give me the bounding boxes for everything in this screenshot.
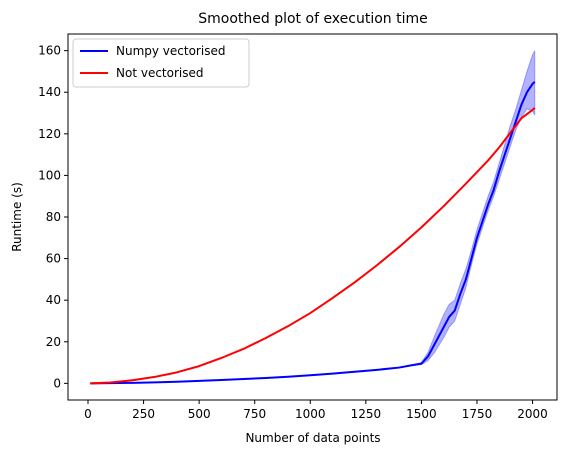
x-axis-ticks: 0 250 500 750 1000 1250 1500 1750 2000	[84, 400, 548, 421]
y-axis-label: Runtime (s)	[10, 182, 24, 252]
x-tick-label: 2000	[517, 407, 548, 421]
y-tick-label: 60	[46, 252, 61, 266]
x-tick-label: 1750	[462, 407, 493, 421]
series-line-0	[90, 81, 536, 385]
y-tick-label: 160	[38, 44, 61, 58]
plot-area	[67, 33, 558, 401]
x-tick-label: 250	[132, 407, 155, 421]
y-tick-label: 0	[53, 376, 61, 390]
y-axis-ticks: 0 20 40 60 80 100 120 140 160	[38, 44, 68, 390]
x-tick-label: 500	[188, 407, 211, 421]
legend-label-numpy: Numpy vectorised	[116, 44, 225, 58]
x-tick-label: 1500	[406, 407, 437, 421]
y-tick-label: 40	[46, 293, 61, 307]
x-tick-label: 750	[243, 407, 266, 421]
x-tick-label: 0	[84, 407, 92, 421]
legend-label-loop: Not vectorised	[116, 66, 204, 80]
y-tick-label: 80	[46, 210, 61, 224]
chart-title: Smoothed plot of execution time	[198, 11, 428, 27]
y-tick-label: 140	[38, 85, 61, 99]
y-tick-label: 120	[38, 127, 61, 141]
confidence-bands	[90, 50, 536, 384]
series-band-0	[90, 50, 536, 384]
series-line-1	[90, 107, 536, 385]
x-axis-label: Number of data points	[245, 431, 380, 445]
legend: Numpy vectorised Not vectorised	[72, 38, 250, 88]
legend-box	[72, 38, 250, 88]
y-tick-label: 100	[38, 168, 61, 182]
x-tick-label: 1250	[351, 407, 382, 421]
series-lines	[90, 81, 536, 385]
x-tick-label: 1000	[295, 407, 326, 421]
y-tick-label: 20	[46, 335, 61, 349]
